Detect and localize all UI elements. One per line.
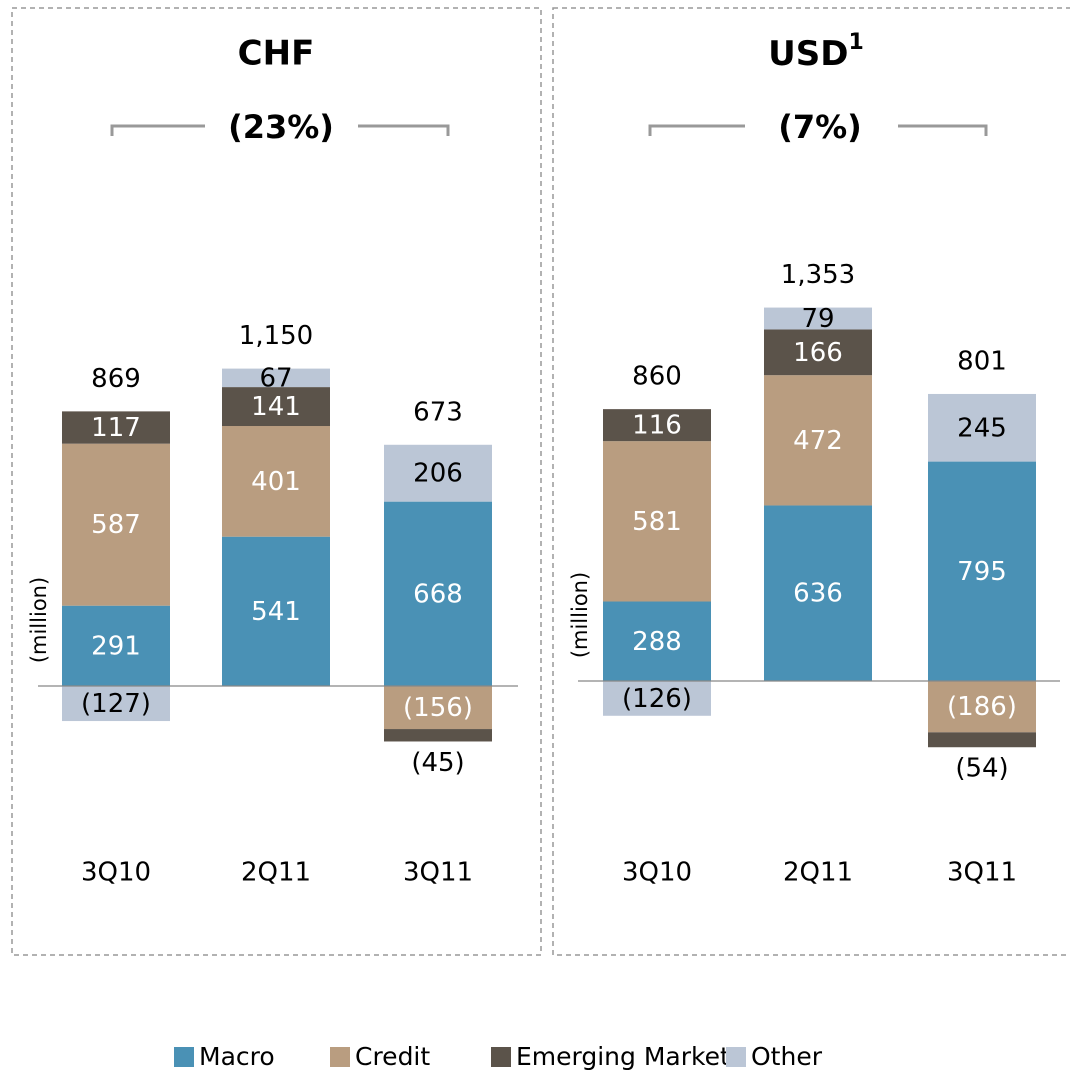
- data-label: 472: [793, 426, 843, 456]
- data-label: 587: [91, 510, 141, 540]
- bar-segment: [384, 729, 492, 742]
- bar-segment: [928, 393, 1036, 462]
- data-label: (45): [411, 748, 464, 778]
- data-label: 401: [251, 467, 301, 497]
- total-label: 869: [91, 364, 141, 394]
- legend-swatch: [726, 1047, 746, 1067]
- data-label: 795: [957, 557, 1007, 587]
- legend-label: Credit: [355, 1042, 430, 1071]
- data-label: 288: [632, 627, 682, 657]
- bar-segment: [603, 601, 711, 681]
- legend-swatch: [330, 1047, 350, 1067]
- x-tick-label: 2Q11: [241, 858, 311, 888]
- bar-segment: [764, 329, 872, 376]
- x-tick-label: 3Q10: [622, 858, 692, 888]
- bar-segment: [62, 686, 170, 722]
- bar-segment: [928, 461, 1036, 681]
- bar-segment: [222, 368, 330, 388]
- y-axis-label: (million): [27, 577, 51, 663]
- total-label: 1,150: [239, 321, 313, 351]
- bar-segment: [222, 426, 330, 537]
- legend-swatch: [174, 1047, 194, 1067]
- data-label: (54): [955, 754, 1008, 784]
- data-label: 636: [793, 579, 843, 609]
- legend-label: Macro: [199, 1042, 275, 1071]
- chart-subtitle: (23%): [228, 108, 334, 146]
- x-tick-label: 3Q11: [947, 858, 1017, 888]
- data-label: 116: [632, 411, 682, 441]
- data-label: (186): [947, 692, 1017, 722]
- bar-segment: [62, 605, 170, 686]
- data-label: 79: [801, 304, 834, 334]
- chart-title: USD1: [768, 30, 864, 74]
- bar-segment: [928, 681, 1036, 733]
- data-label: (126): [622, 684, 692, 714]
- bar-segment: [928, 732, 1036, 748]
- x-tick-label: 2Q11: [783, 858, 853, 888]
- data-label: (127): [81, 689, 151, 719]
- bar-segment: [603, 409, 711, 442]
- data-label: 166: [793, 338, 843, 368]
- title-superscript: 1: [849, 30, 864, 55]
- data-label: 117: [91, 413, 141, 443]
- panel-border: [552, 7, 1070, 956]
- total-label: 1,353: [781, 260, 855, 290]
- chart-subtitle: (7%): [778, 108, 862, 146]
- bracket: [648, 124, 988, 136]
- bar-segment: [384, 686, 492, 730]
- bar-segment: [62, 411, 170, 444]
- bar-segment: [222, 536, 330, 686]
- data-label: 581: [632, 507, 682, 537]
- x-tick-label: 3Q10: [81, 858, 151, 888]
- bar-segment: [764, 505, 872, 681]
- bar-segment: [384, 444, 492, 502]
- data-label: 291: [91, 631, 141, 661]
- legend-label: Other: [751, 1042, 823, 1071]
- bracket: [110, 124, 450, 136]
- data-label: 668: [413, 579, 463, 609]
- data-label: 541: [251, 597, 301, 627]
- bar-segment: [603, 441, 711, 602]
- data-label: (156): [403, 693, 473, 723]
- panel-border: [11, 7, 542, 956]
- bar-segment: [384, 501, 492, 686]
- bar-segment: [764, 307, 872, 330]
- chart-title: CHF: [238, 34, 315, 74]
- data-label: 141: [251, 392, 301, 422]
- total-label: 801: [957, 346, 1007, 376]
- data-label: 206: [413, 459, 463, 489]
- x-tick-label: 3Q11: [403, 858, 473, 888]
- data-label: 245: [957, 413, 1007, 443]
- legend-swatch: [491, 1047, 511, 1067]
- bar-segment: [222, 387, 330, 427]
- y-axis-label: (million): [568, 572, 592, 658]
- bar-segment: [603, 681, 711, 716]
- bar-segment: [62, 443, 170, 606]
- data-label: 67: [259, 363, 292, 393]
- title-text: USD: [768, 34, 848, 74]
- total-label: 860: [632, 362, 682, 392]
- bar-segment: [764, 375, 872, 506]
- total-label: 673: [413, 397, 463, 427]
- legend-label: Emerging Markets: [516, 1042, 743, 1071]
